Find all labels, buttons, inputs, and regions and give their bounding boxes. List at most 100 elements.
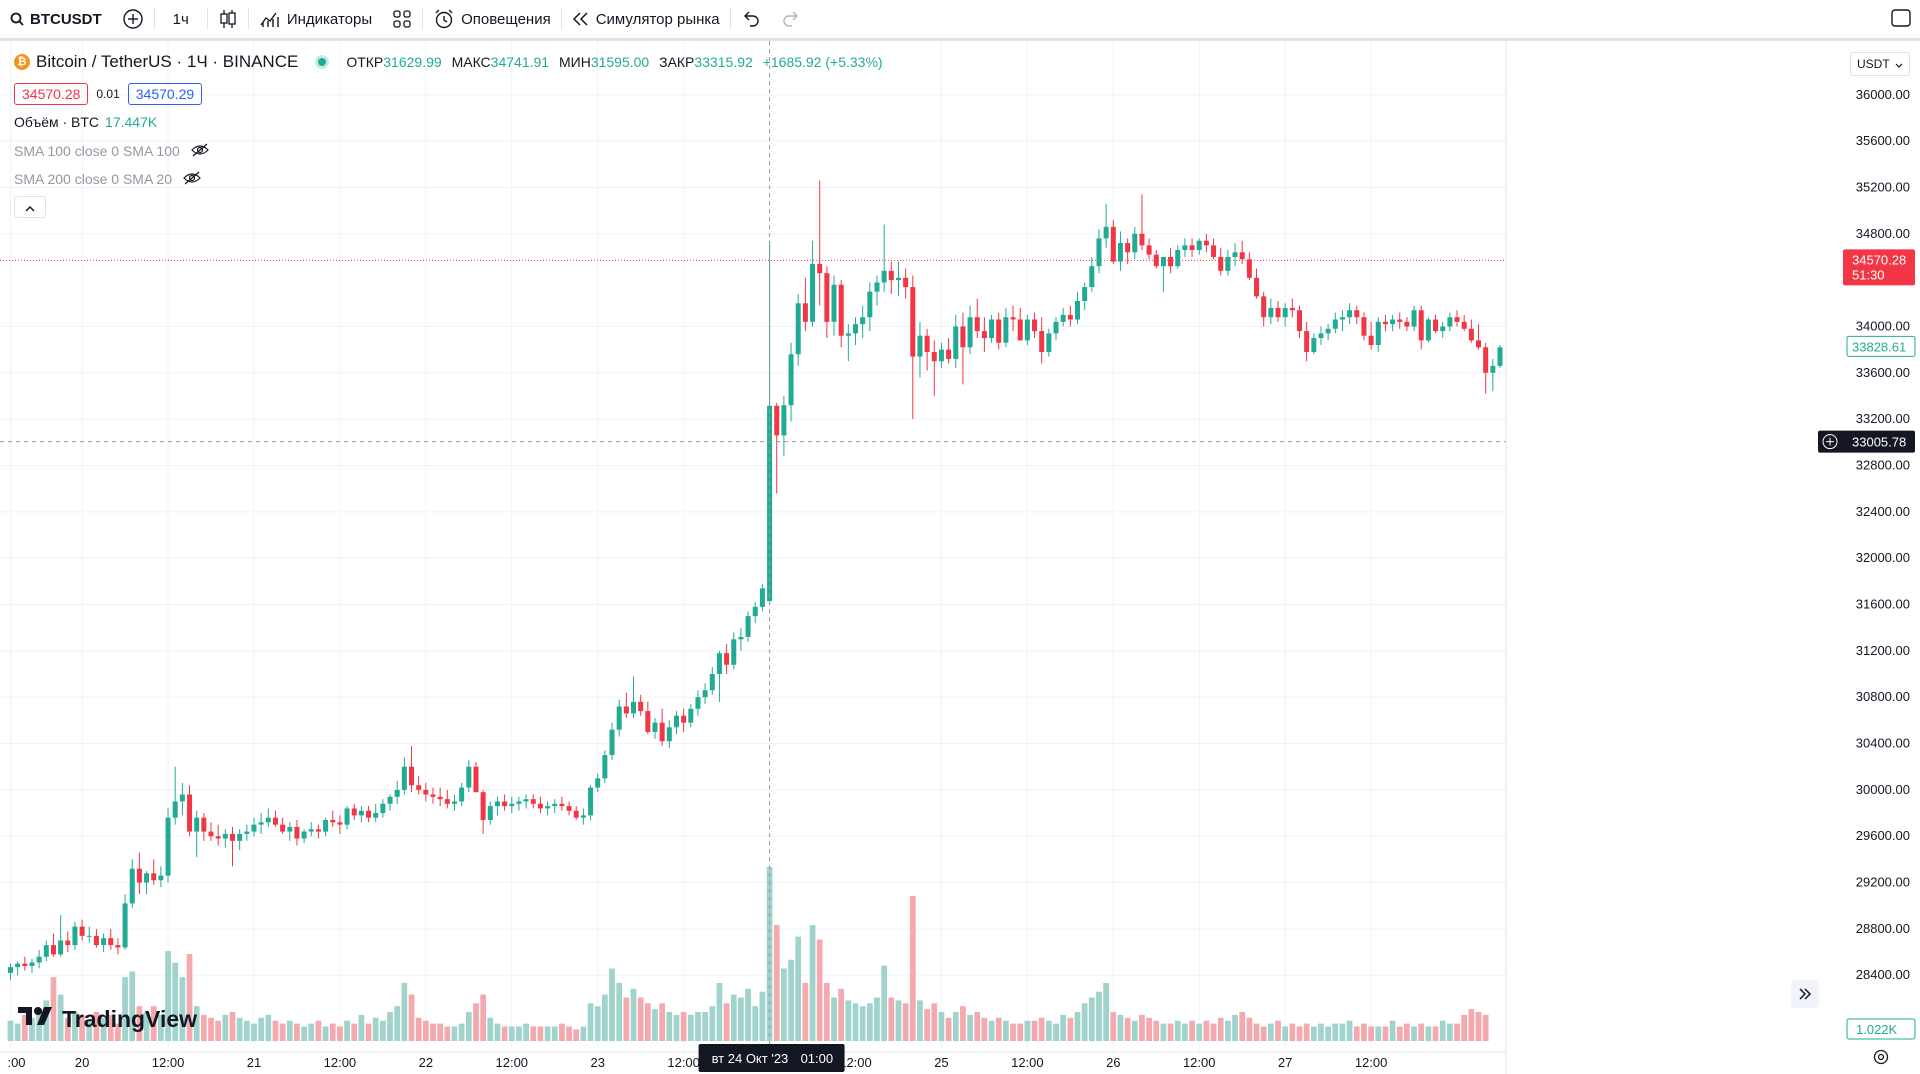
sma-100-legend[interactable]: SMA 100 close 0 SMA 100 bbox=[14, 140, 883, 162]
candle-body bbox=[423, 789, 429, 795]
candle-body bbox=[681, 715, 687, 723]
candle-body bbox=[301, 831, 307, 839]
collapse-legend-button[interactable] bbox=[14, 196, 46, 218]
compare-button[interactable] bbox=[112, 0, 154, 38]
volume-legend[interactable]: Объём · BTC 17.447K bbox=[14, 114, 883, 134]
eye-crossed-icon[interactable] bbox=[190, 143, 210, 160]
sell-button[interactable]: 34570.28 bbox=[14, 83, 89, 105]
legend-header: ₿ Bitcoin / TetherUS · 1Ч · BINANCE ОТКР… bbox=[14, 50, 883, 74]
volume-axis-box bbox=[1846, 1018, 1916, 1040]
volume-bar bbox=[1332, 1023, 1339, 1041]
layouts-button[interactable] bbox=[382, 0, 422, 38]
candle-body bbox=[409, 766, 415, 786]
time-tick-label: :00 bbox=[7, 1055, 25, 1070]
volume-bar bbox=[952, 1012, 959, 1041]
candle-body bbox=[781, 405, 787, 436]
candle-body bbox=[494, 801, 500, 807]
indicators-label: Индикаторы bbox=[286, 10, 373, 28]
scroll-to-realtime-button[interactable] bbox=[1791, 980, 1819, 1008]
volume-bar bbox=[294, 1023, 300, 1041]
symbol-title[interactable]: Bitcoin / TetherUS · 1Ч · BINANCE bbox=[36, 52, 299, 71]
volume-bar bbox=[659, 1003, 666, 1041]
candles-icon bbox=[218, 8, 238, 30]
candle-body bbox=[280, 824, 286, 832]
volume-bar bbox=[1167, 1023, 1174, 1041]
candle-body bbox=[1246, 259, 1252, 278]
volume-bar bbox=[723, 1003, 730, 1041]
volume-bar bbox=[229, 1012, 236, 1041]
open-value: 31629.99 bbox=[383, 54, 442, 70]
add-alert-icon[interactable] bbox=[1822, 434, 1838, 450]
candle-body bbox=[1082, 287, 1088, 301]
toolbar-divider bbox=[247, 8, 249, 30]
tradingview-mark-icon bbox=[18, 1005, 56, 1034]
chevron-up-icon bbox=[25, 199, 35, 216]
candle-body bbox=[1225, 256, 1231, 271]
candle-body bbox=[860, 317, 866, 325]
volume-bar bbox=[680, 1012, 687, 1041]
volume-bar bbox=[308, 1023, 315, 1041]
redo-button[interactable] bbox=[771, 0, 811, 38]
candle-body bbox=[179, 794, 185, 802]
volume-bar bbox=[365, 1023, 372, 1041]
volume-bar bbox=[551, 1026, 558, 1041]
grid-icon bbox=[392, 9, 412, 29]
volume-bar bbox=[802, 983, 809, 1041]
candle-body bbox=[144, 873, 150, 883]
volume-bar bbox=[788, 959, 794, 1041]
volume-bar bbox=[1382, 1026, 1389, 1041]
low-label: МИН bbox=[558, 54, 591, 70]
candle-body bbox=[229, 833, 235, 841]
candle-body bbox=[924, 335, 930, 352]
volume-bar bbox=[781, 968, 787, 1041]
volume-bar bbox=[57, 994, 64, 1041]
sma-200-legend[interactable]: SMA 200 close 0 SMA 20 bbox=[14, 168, 883, 190]
candle-body bbox=[595, 778, 601, 788]
plus-circle-icon bbox=[122, 8, 144, 30]
price-chart[interactable]: 36000.00 35600.00 35200.00 34800.00 34000.00… bbox=[0, 41, 1920, 1074]
symbol-search[interactable]: BTCUSDT bbox=[0, 0, 112, 38]
volume-bar bbox=[36, 1012, 43, 1041]
volume-bar bbox=[286, 1020, 293, 1041]
undo-button[interactable] bbox=[731, 0, 771, 38]
volume-bar bbox=[537, 1026, 544, 1041]
candle-body bbox=[473, 766, 479, 793]
volume-bar bbox=[451, 1026, 458, 1041]
volume-bar bbox=[716, 983, 723, 1041]
currency-select[interactable]: USDT bbox=[1850, 52, 1910, 76]
candle-body bbox=[1146, 245, 1152, 255]
fullscreen-icon bbox=[1890, 9, 1912, 33]
chart-settings-button[interactable] bbox=[1870, 1048, 1892, 1070]
price-axis[interactable] bbox=[1506, 41, 1920, 1052]
volume-bar bbox=[1353, 1026, 1360, 1041]
candle-body bbox=[323, 820, 329, 832]
indicators-button[interactable]: Индикаторы bbox=[249, 0, 382, 38]
candle-body bbox=[1347, 310, 1353, 318]
eye-crossed-icon[interactable] bbox=[182, 171, 202, 188]
candle-body bbox=[845, 333, 851, 336]
volume-bar bbox=[1096, 991, 1102, 1041]
fullscreen-button[interactable] bbox=[1890, 7, 1912, 33]
candle-body bbox=[1168, 256, 1174, 267]
candle-body bbox=[738, 636, 744, 640]
chart-pane[interactable]: 36000.00 35600.00 35200.00 34800.00 34000.00… bbox=[0, 41, 1920, 1074]
time-tick-label: 22 bbox=[419, 1055, 433, 1070]
chart-type-button[interactable] bbox=[208, 0, 248, 38]
volume-bar bbox=[566, 1026, 572, 1041]
tradingview-logo[interactable]: TradingView bbox=[18, 1005, 197, 1034]
volume-bar bbox=[1189, 1020, 1195, 1041]
alerts-button[interactable]: Оповещения bbox=[423, 0, 561, 38]
volume-bar bbox=[14, 1023, 21, 1041]
volume-bar bbox=[1217, 1017, 1224, 1041]
buy-button[interactable]: 34570.29 bbox=[127, 83, 203, 105]
volume-bar bbox=[1024, 1020, 1031, 1041]
symbol-label: BTCUSDT bbox=[30, 10, 102, 28]
candle-body bbox=[631, 701, 637, 714]
candle-body bbox=[416, 785, 422, 790]
candle-body bbox=[337, 822, 343, 825]
volume-bar bbox=[530, 1026, 537, 1041]
replay-button[interactable]: Симулятор рынка bbox=[562, 0, 730, 38]
volume-bar bbox=[401, 983, 408, 1041]
candle-body bbox=[774, 405, 780, 436]
interval-button[interactable]: 1ч bbox=[155, 0, 207, 38]
